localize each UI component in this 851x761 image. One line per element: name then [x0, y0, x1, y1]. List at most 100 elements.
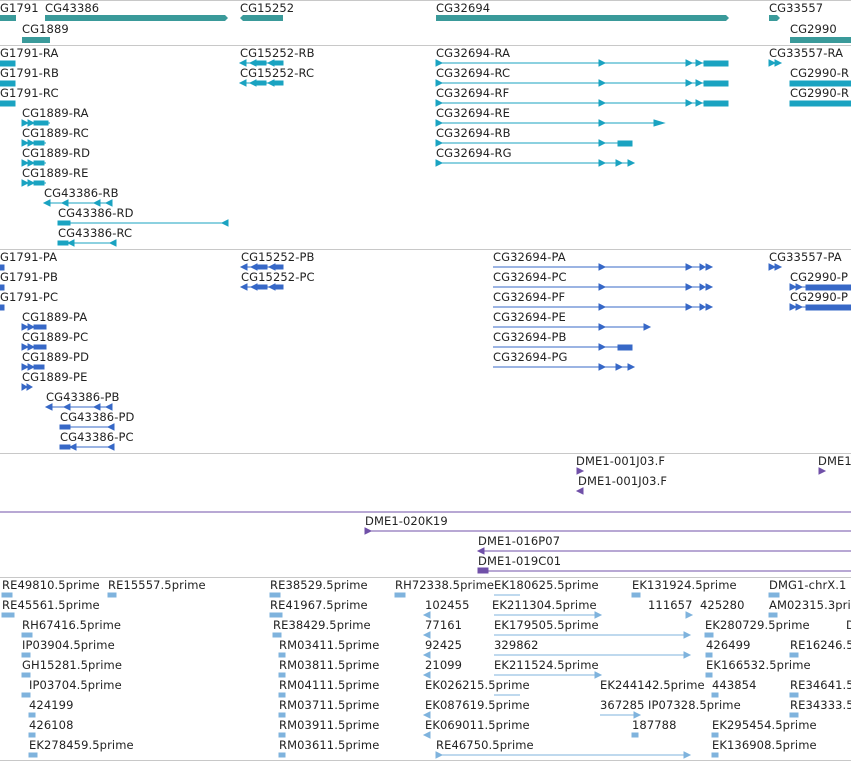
protein-label[interactable]: G1791-PA — [0, 250, 58, 264]
est-label[interactable]: EK131924.5prime — [632, 578, 737, 592]
protein-label[interactable]: CG15252-PB — [241, 250, 315, 264]
est-label[interactable]: RE16246.5 — [790, 638, 851, 652]
est-label[interactable]: EK069011.5prime — [425, 718, 530, 732]
est-label[interactable]: RE34333.5 — [790, 698, 851, 712]
transcript-label[interactable]: CG32694-RA — [436, 46, 511, 60]
clone-label[interactable]: DME1-001J03.F — [576, 454, 666, 468]
gene-label[interactable]: CG15252 — [240, 1, 295, 15]
est-label[interactable]: 187788 — [632, 718, 677, 732]
protein-label[interactable]: G1791-PC — [0, 290, 59, 304]
est-label[interactable]: RM03911.5prime — [279, 718, 380, 732]
est-label[interactable]: GH15281.5prime — [22, 658, 123, 672]
transcript-label[interactable]: CG2990-R — [790, 86, 850, 100]
clone-label[interactable]: DME1 — [818, 454, 851, 468]
est-label[interactable]: RE15557.5prime — [108, 578, 206, 592]
est-label[interactable]: D — [846, 618, 851, 632]
protein-label[interactable]: CG33557-PA — [769, 250, 842, 264]
transcript-label[interactable]: CG32694-RC — [436, 66, 511, 80]
est-label[interactable]: EK295454.5prime — [712, 718, 817, 732]
est-label[interactable]: EK087619.5prime — [425, 698, 530, 712]
est-label[interactable]: RH72338.5prime — [395, 578, 495, 592]
est-label[interactable]: 111657 — [648, 598, 693, 612]
protein-label[interactable]: CG43386-PB — [46, 390, 120, 404]
transcript-label[interactable]: CG15252-RC — [240, 66, 315, 80]
protein-label[interactable]: CG32694-PB — [493, 330, 567, 344]
est-label[interactable]: EK244142.5prime — [600, 678, 705, 692]
transcript-label[interactable]: CG32694-RF — [436, 86, 510, 100]
est-label[interactable]: RM03811.5prime — [279, 658, 380, 672]
est-label[interactable]: 426108 — [29, 718, 74, 732]
transcript-label[interactable]: CG32694-RE — [436, 106, 510, 120]
protein-label[interactable]: CG32694-PA — [493, 250, 566, 264]
protein-label[interactable]: CG1889-PC — [22, 330, 89, 344]
est-label[interactable]: AM02315.3pri — [769, 598, 851, 612]
est-label[interactable]: RE38529.5prime — [270, 578, 368, 592]
est-label[interactable]: 329862 — [494, 638, 539, 652]
est-label[interactable]: 443854 — [712, 678, 757, 692]
est-label[interactable]: EK211304.5prime — [492, 598, 597, 612]
est-label[interactable]: RE38429.5prime — [273, 618, 371, 632]
est-label[interactable]: 77161 — [425, 618, 463, 632]
transcript-label[interactable]: G1791-RB — [0, 66, 60, 80]
est-label[interactable]: RH67416.5prime — [22, 618, 122, 632]
clone-label[interactable]: DME1-001J03.F — [578, 474, 668, 488]
protein-label[interactable]: CG32694-PE — [493, 310, 566, 324]
est-label[interactable]: EK136908.5prime — [712, 738, 817, 752]
protein-label[interactable]: G1791-PB — [0, 270, 58, 284]
est-label[interactable]: EK280729.5prime — [705, 618, 810, 632]
est-label[interactable]: EK026215.5prime — [425, 678, 530, 692]
est-label[interactable]: RM04111.5prime — [279, 678, 380, 692]
transcript-label[interactable]: CG2990-R — [790, 66, 850, 80]
est-label[interactable]: RE45561.5prime — [2, 598, 100, 612]
est-label[interactable]: RE34641.5 — [790, 678, 851, 692]
protein-label[interactable]: CG32694-PC — [493, 270, 567, 284]
protein-label[interactable]: CG1889-PD — [22, 350, 90, 364]
clone-label[interactable]: DME1-020K19 — [365, 514, 448, 528]
est-label[interactable]: EK278459.5prime — [29, 738, 134, 752]
est-label[interactable]: EK166532.5prime — [706, 658, 811, 672]
est-label[interactable]: EK180625.5prime — [494, 578, 599, 592]
protein-label[interactable]: CG1889-PE — [22, 370, 88, 384]
protein-label[interactable]: CG32694-PG — [493, 350, 568, 364]
est-label[interactable]: RM03711.5prime — [279, 698, 380, 712]
transcript-label[interactable]: CG43386-RD — [58, 206, 134, 220]
est-label[interactable]: RE41967.5prime — [270, 598, 368, 612]
transcript-label[interactable]: CG32694-RG — [436, 146, 512, 160]
est-label[interactable]: RE49810.5prime — [2, 578, 100, 592]
transcript-label[interactable]: CG1889-RD — [22, 146, 91, 160]
est-label[interactable]: IP03704.5prime — [29, 678, 122, 692]
est-label[interactable]: 21099 — [425, 658, 463, 672]
est-label[interactable]: IP03904.5prime — [22, 638, 115, 652]
gene-label[interactable]: CG43386 — [45, 1, 100, 15]
gene-label[interactable]: G1791 — [0, 1, 39, 15]
transcript-label[interactable]: CG32694-RB — [436, 126, 511, 140]
protein-label[interactable]: CG43386-PC — [60, 430, 134, 444]
est-label[interactable]: 424199 — [29, 698, 74, 712]
protein-label[interactable]: CG2990-P — [790, 290, 849, 304]
clone-label[interactable]: DME1-016P07 — [478, 534, 561, 548]
transcript-label[interactable]: G1791-RC — [0, 86, 59, 100]
transcript-label[interactable]: G1791-RA — [0, 46, 59, 60]
est-label[interactable]: RM03611.5prime — [279, 738, 380, 752]
transcript-label[interactable]: CG33557-RA — [769, 46, 844, 60]
transcript-label[interactable]: CG1889-RA — [22, 106, 89, 120]
est-label[interactable]: 367285 — [600, 698, 645, 712]
transcript-label[interactable]: CG1889-RC — [22, 126, 89, 140]
est-label[interactable]: DMG1-chrX.1 — [769, 578, 847, 592]
gene-label[interactable]: CG33557 — [769, 1, 824, 15]
transcript-label[interactable]: CG43386-RB — [44, 186, 119, 200]
protein-label[interactable]: CG32694-PF — [493, 290, 566, 304]
protein-label[interactable]: CG2990-P — [790, 270, 849, 284]
protein-label[interactable]: CG43386-PD — [60, 410, 135, 424]
protein-label[interactable]: CG1889-PA — [22, 310, 88, 324]
clone-label[interactable]: DME1-019C01 — [478, 554, 562, 568]
est-label[interactable]: EK179505.5prime — [494, 618, 599, 632]
est-label[interactable]: 102455 — [425, 598, 470, 612]
est-label[interactable]: RE46750.5prime — [436, 738, 534, 752]
transcript-label[interactable]: CG15252-RB — [240, 46, 315, 60]
transcript-label[interactable]: CG43386-RC — [58, 226, 133, 240]
est-label[interactable]: RM03411.5prime — [279, 638, 380, 652]
gene-label[interactable]: CG1889 — [22, 22, 69, 36]
est-label[interactable]: 425280 — [700, 598, 745, 612]
protein-label[interactable]: CG15252-PC — [241, 270, 315, 284]
